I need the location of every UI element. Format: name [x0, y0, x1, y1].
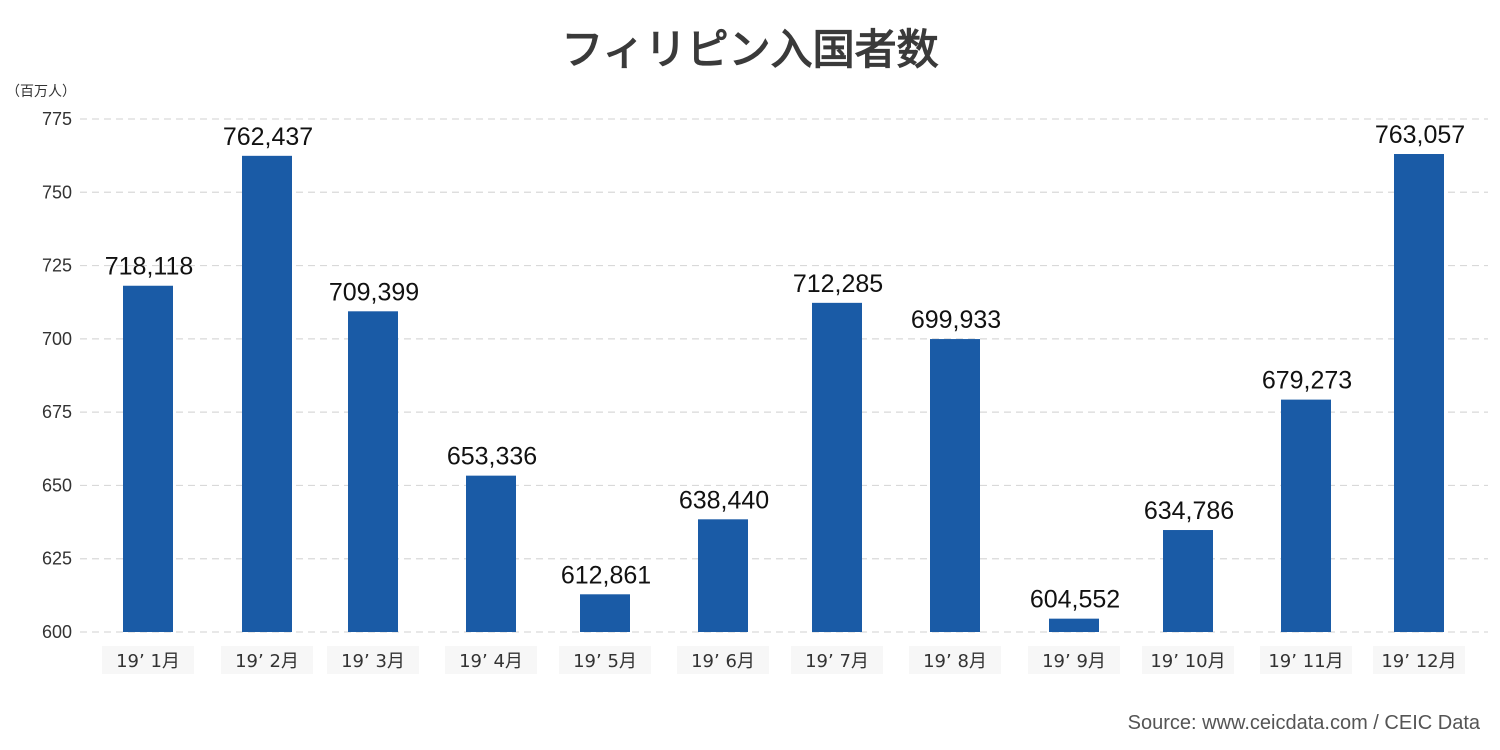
bar — [812, 302, 862, 632]
bar — [123, 285, 173, 632]
bar — [466, 475, 516, 632]
x-tick-background — [677, 646, 769, 674]
data-label: 699,933 — [911, 306, 1001, 334]
bars — [123, 154, 1444, 633]
x-tick-label: 19’ 5月 — [573, 651, 637, 672]
data-label: 718,118 — [105, 253, 194, 281]
y-tick-label: 675 — [42, 402, 72, 422]
y-axis-ticks: 600 625 650 675 700 725 750 775 — [42, 109, 72, 642]
x-tick-background — [909, 646, 1001, 674]
x-axis-ticks: 19’ 1月 19’ 2月 19’ 3月 19’ 4月 19’ 5月 19’ 6月 19’ … — [102, 646, 1465, 674]
x-tick-background — [221, 646, 313, 674]
bar — [930, 339, 980, 632]
x-tick-label: 19’ 4月 — [459, 651, 523, 672]
bar — [348, 311, 398, 632]
x-tick-label: 19’ 1月 — [116, 651, 180, 672]
data-label: 634,786 — [1144, 497, 1234, 525]
bar — [1163, 530, 1213, 632]
y-tick-label: 775 — [42, 109, 72, 129]
y-axis-unit-label: （百万人） — [6, 84, 76, 100]
bar — [1394, 154, 1444, 632]
data-label: 604,552 — [1030, 586, 1120, 614]
chart-title: フィリピン入国者数 — [561, 25, 938, 74]
bar — [1281, 399, 1331, 632]
data-label: 612,861 — [561, 561, 651, 589]
bar — [698, 519, 748, 632]
x-tick-background — [445, 646, 537, 674]
y-tick-label: 600 — [42, 622, 72, 642]
x-tick-label: 19’ 2月 — [235, 651, 299, 672]
data-label: 762,437 — [223, 123, 313, 151]
data-label: 709,399 — [329, 278, 419, 306]
x-tick-label: 19’ 9月 — [1042, 651, 1106, 672]
y-tick-label: 650 — [42, 475, 72, 495]
y-tick-label: 725 — [42, 256, 72, 276]
gridlines — [80, 118, 1488, 633]
x-tick-label: 19’ 11月 — [1268, 651, 1343, 672]
bar — [1049, 618, 1099, 632]
data-label: 653,336 — [447, 443, 537, 471]
x-tick-label: 19’ 12月 — [1381, 651, 1456, 672]
data-label: 679,273 — [1262, 367, 1352, 395]
x-tick-label: 19’ 10月 — [1150, 651, 1225, 672]
x-tick-background — [559, 646, 651, 674]
x-tick-label: 19’ 8月 — [923, 651, 987, 672]
x-tick-background — [102, 646, 194, 674]
data-labels: 718,118 762,437 709,399 653,336 612,861 638,4… — [105, 121, 1465, 614]
bar — [580, 594, 630, 632]
bar — [242, 155, 292, 633]
x-tick-background — [1028, 646, 1120, 674]
x-tick-label: 19’ 3月 — [341, 651, 405, 672]
x-tick-background — [1260, 646, 1352, 674]
x-tick-background — [791, 646, 883, 674]
source-note: Source: www.ceicdata.com / CEIC Data — [1128, 712, 1481, 734]
x-tick-label: 19’ 7月 — [805, 651, 869, 672]
data-label: 712,285 — [793, 270, 883, 298]
data-label: 763,057 — [1375, 121, 1465, 149]
x-tick-background — [1373, 646, 1465, 674]
y-tick-label: 700 — [42, 329, 72, 349]
x-tick-background — [1142, 646, 1234, 674]
x-tick-background — [327, 646, 419, 674]
y-tick-label: 625 — [42, 549, 72, 569]
x-tick-label: 19’ 6月 — [691, 651, 755, 672]
data-label: 638,440 — [679, 486, 769, 514]
y-tick-label: 750 — [42, 182, 72, 202]
